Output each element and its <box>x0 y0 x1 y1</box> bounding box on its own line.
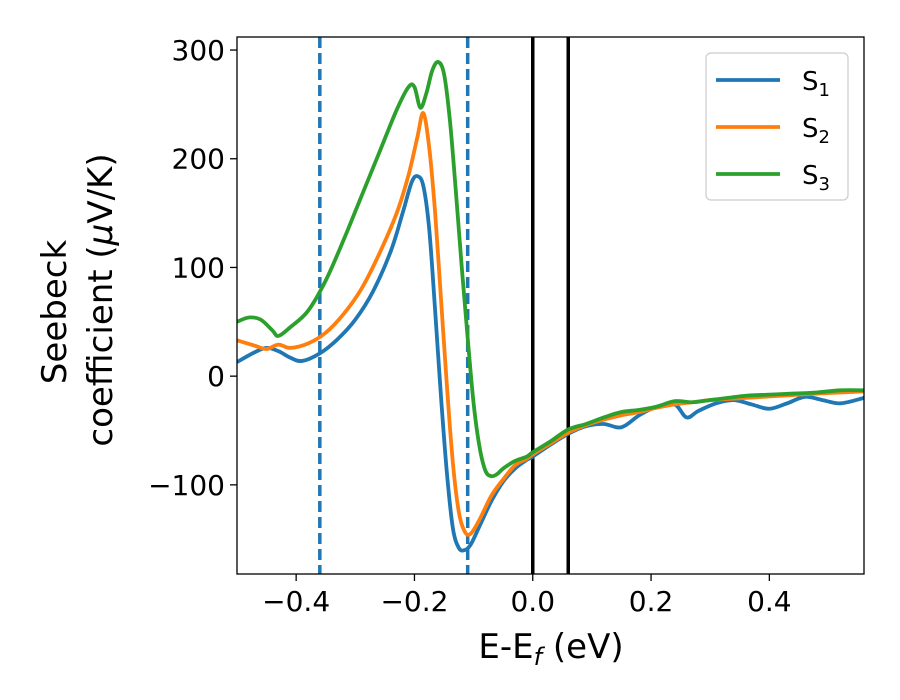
x-tick-label: −0.2 <box>380 585 448 618</box>
series-line-S3 <box>237 60 864 479</box>
x-tick-label: −0.4 <box>262 585 330 618</box>
legend: S1 S2 S3 <box>705 52 849 201</box>
y-tick-label: 200 <box>172 143 225 176</box>
y-tick-label: 100 <box>172 251 225 284</box>
legend-label-S2: S2 <box>802 114 830 148</box>
y-tick-label: 0 <box>207 360 225 393</box>
data-series <box>237 60 864 553</box>
legend-label-S3: S3 <box>802 161 830 195</box>
plot-frame <box>236 36 865 575</box>
y-axis-label: Seebeck coefficient (μV/K) <box>35 153 121 446</box>
x-tick-label: 0.4 <box>747 585 792 618</box>
x-tick-label: 0.2 <box>629 585 674 618</box>
y-axis-label-line1: Seebeck <box>35 240 75 385</box>
legend-label-S1: S1 <box>802 67 830 101</box>
y-axis-label-line2: coefficient (μV/K) <box>81 153 121 446</box>
y-axis-ticks: −100 0 100 200 300 <box>148 34 237 502</box>
x-tick-label: 0.0 <box>510 585 555 618</box>
y-tick-label: −100 <box>148 469 225 502</box>
x-axis-ticks: −0.4 −0.2 0.0 0.2 0.4 <box>262 574 792 618</box>
y-tick-label: 300 <box>172 34 225 67</box>
x-axis-label: E-Ef (eV) <box>478 627 623 671</box>
vertical-reference-lines <box>318 37 570 574</box>
series-line-S1 <box>237 174 864 553</box>
